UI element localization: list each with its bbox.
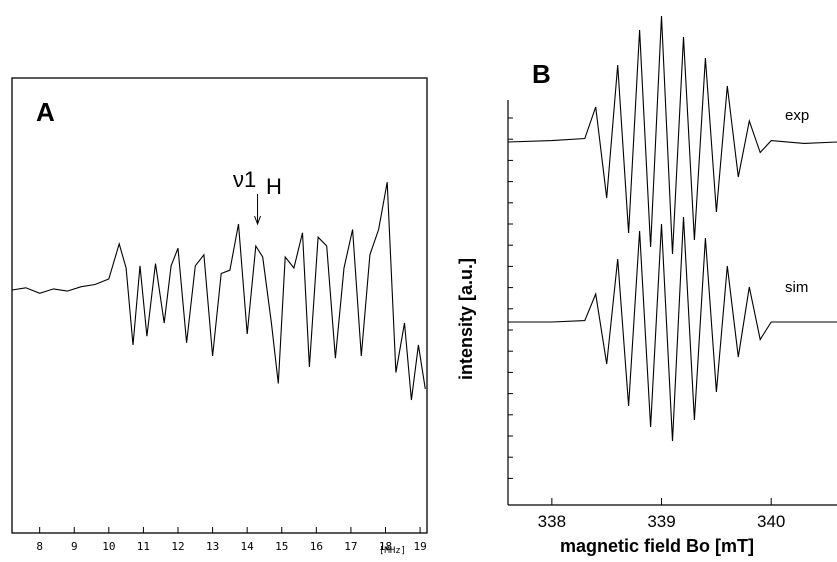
panel-b-x-tick-label: 339 bbox=[647, 512, 675, 531]
panel-a-x-tick-label: 9 bbox=[71, 540, 78, 553]
panel-b: B 338 339 340 intensity [a.u.] magnetic fi… bbox=[456, 15, 837, 556]
panel-a-frame bbox=[11, 77, 428, 534]
panel-a-x-unit: [MHz] bbox=[379, 546, 406, 556]
panel-b-y-ticks bbox=[508, 117, 513, 479]
panel-a-spectrum-line bbox=[11, 182, 426, 401]
panel-a-x-tick-label: 17 bbox=[344, 540, 357, 553]
panel-b-x-tick-label: 340 bbox=[757, 512, 785, 531]
panel-a-x-tick-label: 13 bbox=[206, 540, 219, 553]
panel-a-x-tick-label: 12 bbox=[171, 540, 184, 553]
panel-b-y-label: intensity [a.u.] bbox=[456, 258, 476, 380]
nu-annotation-subscript: H bbox=[266, 174, 282, 199]
panel-b-x-tick-label: 338 bbox=[538, 512, 566, 531]
nu-annotation-arrowhead bbox=[254, 215, 262, 226]
panel-a-x-ticks: 8 9 10 11 12 13 14 15 16 17 18 19 bbox=[36, 527, 427, 553]
panel-a-x-tick-label: 18 bbox=[379, 540, 392, 553]
panel-a-x-tick-label: 8 bbox=[36, 540, 43, 553]
panel-a-x-tick-label: 16 bbox=[310, 540, 323, 553]
nu-annotation-label: ν1 bbox=[233, 167, 256, 192]
panel-a-x-tick-label: 11 bbox=[137, 540, 150, 553]
panel-b-x-label: magnetic field Bo [mT] bbox=[560, 536, 754, 556]
panel-b-letter: B bbox=[532, 59, 551, 89]
panel-a-x-tick-label: 10 bbox=[102, 540, 115, 553]
panel-a-letter: A bbox=[36, 97, 55, 127]
panel-b-sim-label: sim bbox=[785, 279, 808, 296]
panel-a-x-tick-label: 15 bbox=[275, 540, 288, 553]
panel-a-annotation: ν1 H bbox=[233, 167, 282, 226]
panel-b-exp-label: exp bbox=[785, 107, 809, 124]
panel-a-x-tick-label: 19 bbox=[413, 540, 426, 553]
panel-a-x-tick-label: 14 bbox=[241, 540, 255, 553]
panel-b-x-ticks: 338 339 340 bbox=[538, 498, 785, 531]
panel-b-exp-line bbox=[507, 15, 837, 255]
panel-b-sim-line bbox=[508, 216, 837, 442]
panel-a: A 8 9 10 11 12 13 14 15 16 17 18 19 [MHz] ν1 H bbox=[11, 77, 428, 556]
